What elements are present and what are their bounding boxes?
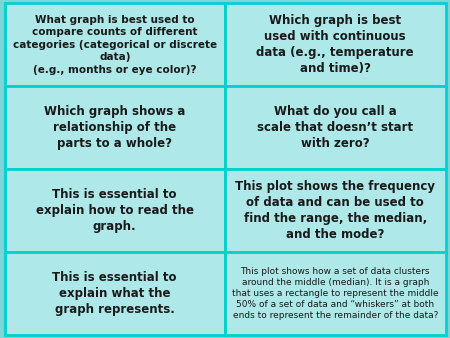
Text: This is essential to
explain how to read the
graph.: This is essential to explain how to read… [36, 188, 194, 233]
FancyBboxPatch shape [4, 169, 225, 252]
Text: This plot shows the frequency
of data and can be used to
find the range, the med: This plot shows the frequency of data an… [235, 180, 435, 241]
FancyBboxPatch shape [4, 3, 225, 86]
FancyBboxPatch shape [225, 252, 446, 335]
Text: What graph is best used to
compare counts of different
categories (categorical o: What graph is best used to compare count… [13, 15, 217, 75]
Text: This plot shows how a set of data clusters
around the middle (median). It is a g: This plot shows how a set of data cluste… [232, 267, 439, 320]
FancyBboxPatch shape [4, 252, 225, 335]
Text: Which graph is best
used with continuous
data (e.g., temperature
and time)?: Which graph is best used with continuous… [256, 14, 414, 75]
Text: Which graph shows a
relationship of the
parts to a whole?: Which graph shows a relationship of the … [44, 105, 185, 150]
FancyBboxPatch shape [4, 86, 225, 169]
FancyBboxPatch shape [225, 3, 446, 86]
Text: What do you call a
scale that doesn’t start
with zero?: What do you call a scale that doesn’t st… [257, 105, 413, 150]
Text: This is essential to
explain what the
graph represents.: This is essential to explain what the gr… [53, 271, 177, 316]
FancyBboxPatch shape [225, 169, 446, 252]
FancyBboxPatch shape [225, 86, 446, 169]
